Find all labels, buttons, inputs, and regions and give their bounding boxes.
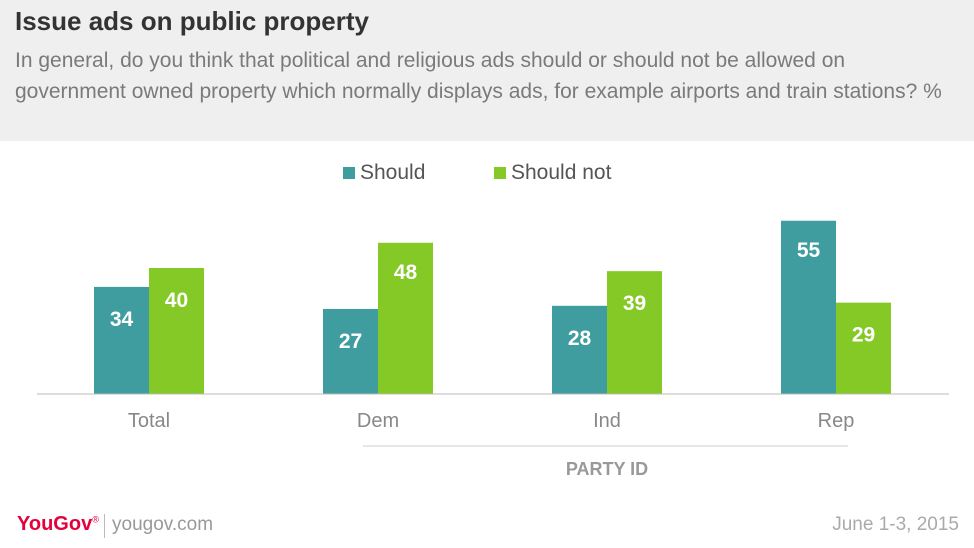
bar-rep-1 [836,302,891,394]
x-tick-dem: Dem [357,410,399,432]
survey-date: June 1-3, 2015 [832,514,959,535]
footer-url[interactable]: yougov.com [112,514,214,535]
data-label-dem-0: 27 [339,330,362,353]
data-label-total-1: 40 [165,289,188,312]
data-label-ind-0: 28 [568,327,592,350]
group-label-party-id: PARTY ID [566,459,648,479]
legend-swatch-0 [343,167,355,179]
bar-dem-0 [323,308,378,394]
x-tick-rep: Rep [818,410,855,432]
header-panel: Issue ads on public property In general,… [0,0,974,141]
footer-divider [104,514,105,538]
data-label-rep-1: 29 [852,324,875,347]
bar-total-1 [149,268,204,394]
data-label-dem-1: 48 [394,261,418,284]
bar-dem-1 [378,242,433,394]
data-label-total-0: 34 [110,308,134,331]
bar-ind-0 [552,305,607,394]
legend-label-1: Should not [511,161,612,184]
data-label-ind-1: 39 [623,292,646,315]
yougov-logo: YouGov® [17,513,99,535]
legend-swatch-1 [494,167,506,179]
x-tick-total: Total [128,410,170,432]
bar-ind-1 [607,271,662,394]
chart-subtitle: In general, do you think that political … [15,49,942,103]
data-label-rep-0: 55 [797,239,821,262]
bar-total-0 [94,286,149,394]
x-tick-ind: Ind [593,410,621,432]
chart-title: Issue ads on public property [15,6,369,36]
legend-label-0: Should [360,161,425,184]
bar-chart: Should Should not 34 40 Total 27 48 Dem 28 39 Ind 5… [37,161,949,479]
bar-rep-0 [781,220,836,394]
